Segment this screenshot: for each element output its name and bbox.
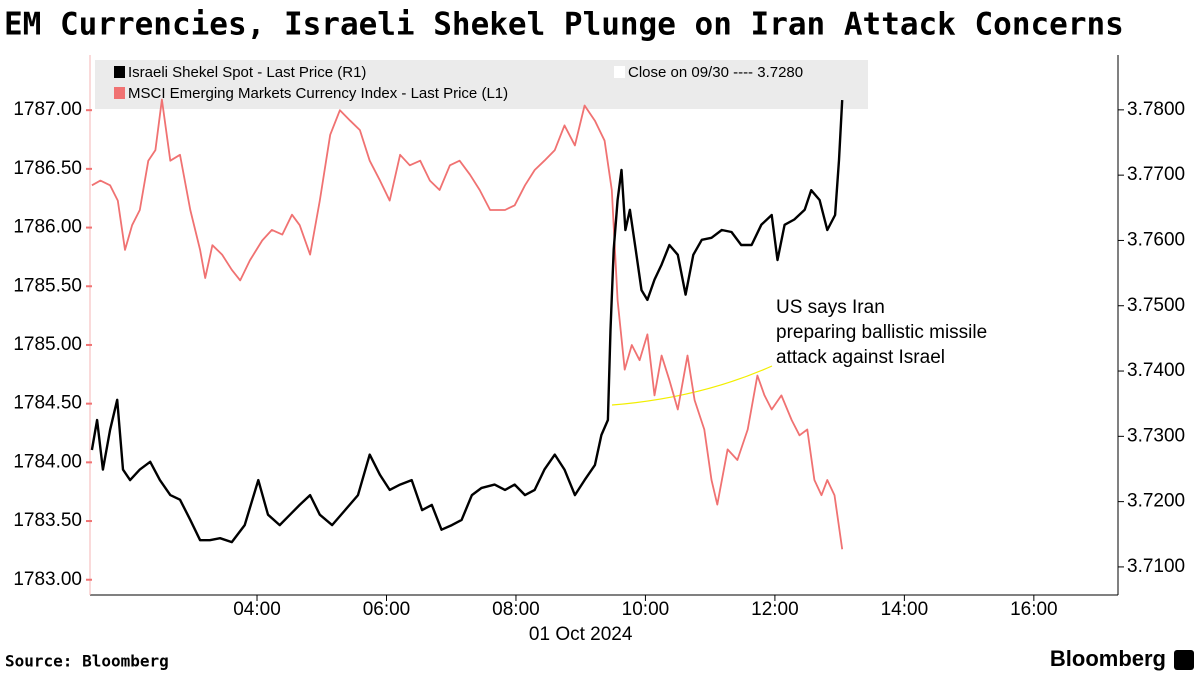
x-axis-label: 01 Oct 2024	[529, 624, 633, 645]
annotation: US says Iran preparing ballistic missile a…	[776, 297, 987, 368]
legend-label: Israeli Shekel Spot - Last Price (R1)	[128, 64, 366, 81]
legend-box	[95, 60, 868, 109]
x-tick-label: 08:00	[492, 599, 540, 620]
close-note: Close on 09/30 ---- 3.7280	[628, 64, 803, 81]
y2-tick-label: 3.7400	[1127, 360, 1185, 381]
legend-swatch	[114, 87, 125, 99]
y2-tick-label: 3.7200	[1127, 491, 1185, 512]
chart-title: EM Currencies, Israeli Shekel Plunge on …	[4, 7, 1124, 43]
x-tick-label: 14:00	[881, 599, 929, 620]
y-tick-label: 1784.00	[13, 451, 82, 472]
annotation-leader	[611, 365, 773, 406]
x-tick-label: 12:00	[751, 599, 799, 620]
x-tick-label: 06:00	[363, 599, 411, 620]
y-tick-label: 1786.00	[13, 217, 82, 238]
x-tick-label: 10:00	[622, 599, 670, 620]
y2-tick-label: 3.7600	[1127, 229, 1185, 250]
y-tick-label: 1783.50	[13, 510, 82, 531]
y2-tick-label: 3.7800	[1127, 99, 1185, 120]
close-swatch	[614, 66, 625, 78]
y2-tick-label: 3.7700	[1127, 164, 1185, 185]
y-tick-label: 1785.00	[13, 334, 82, 355]
y2-tick-label: 3.7300	[1127, 425, 1185, 446]
series-line	[91, 98, 844, 550]
legend-label: MSCI Emerging Markets Currency Index - L…	[128, 85, 508, 102]
x-tick-label: 04:00	[233, 599, 281, 620]
y-tick-label: 1784.50	[13, 393, 82, 414]
y2-tick-label: 3.7500	[1127, 295, 1185, 316]
brand-icon	[1174, 650, 1194, 670]
y-tick-label: 1786.50	[13, 158, 82, 179]
y-tick-label: 1783.00	[13, 569, 82, 590]
y-tick-label: 1785.50	[13, 275, 82, 296]
x-tick-label: 16:00	[1010, 599, 1058, 620]
source: Source: Bloomberg	[5, 652, 169, 671]
y2-tick-label: 3.7100	[1127, 556, 1185, 577]
y-tick-label: 1787.00	[13, 99, 82, 120]
legend-swatch	[114, 66, 125, 78]
brand: Bloomberg	[1050, 646, 1166, 671]
series-line	[90, 100, 844, 544]
